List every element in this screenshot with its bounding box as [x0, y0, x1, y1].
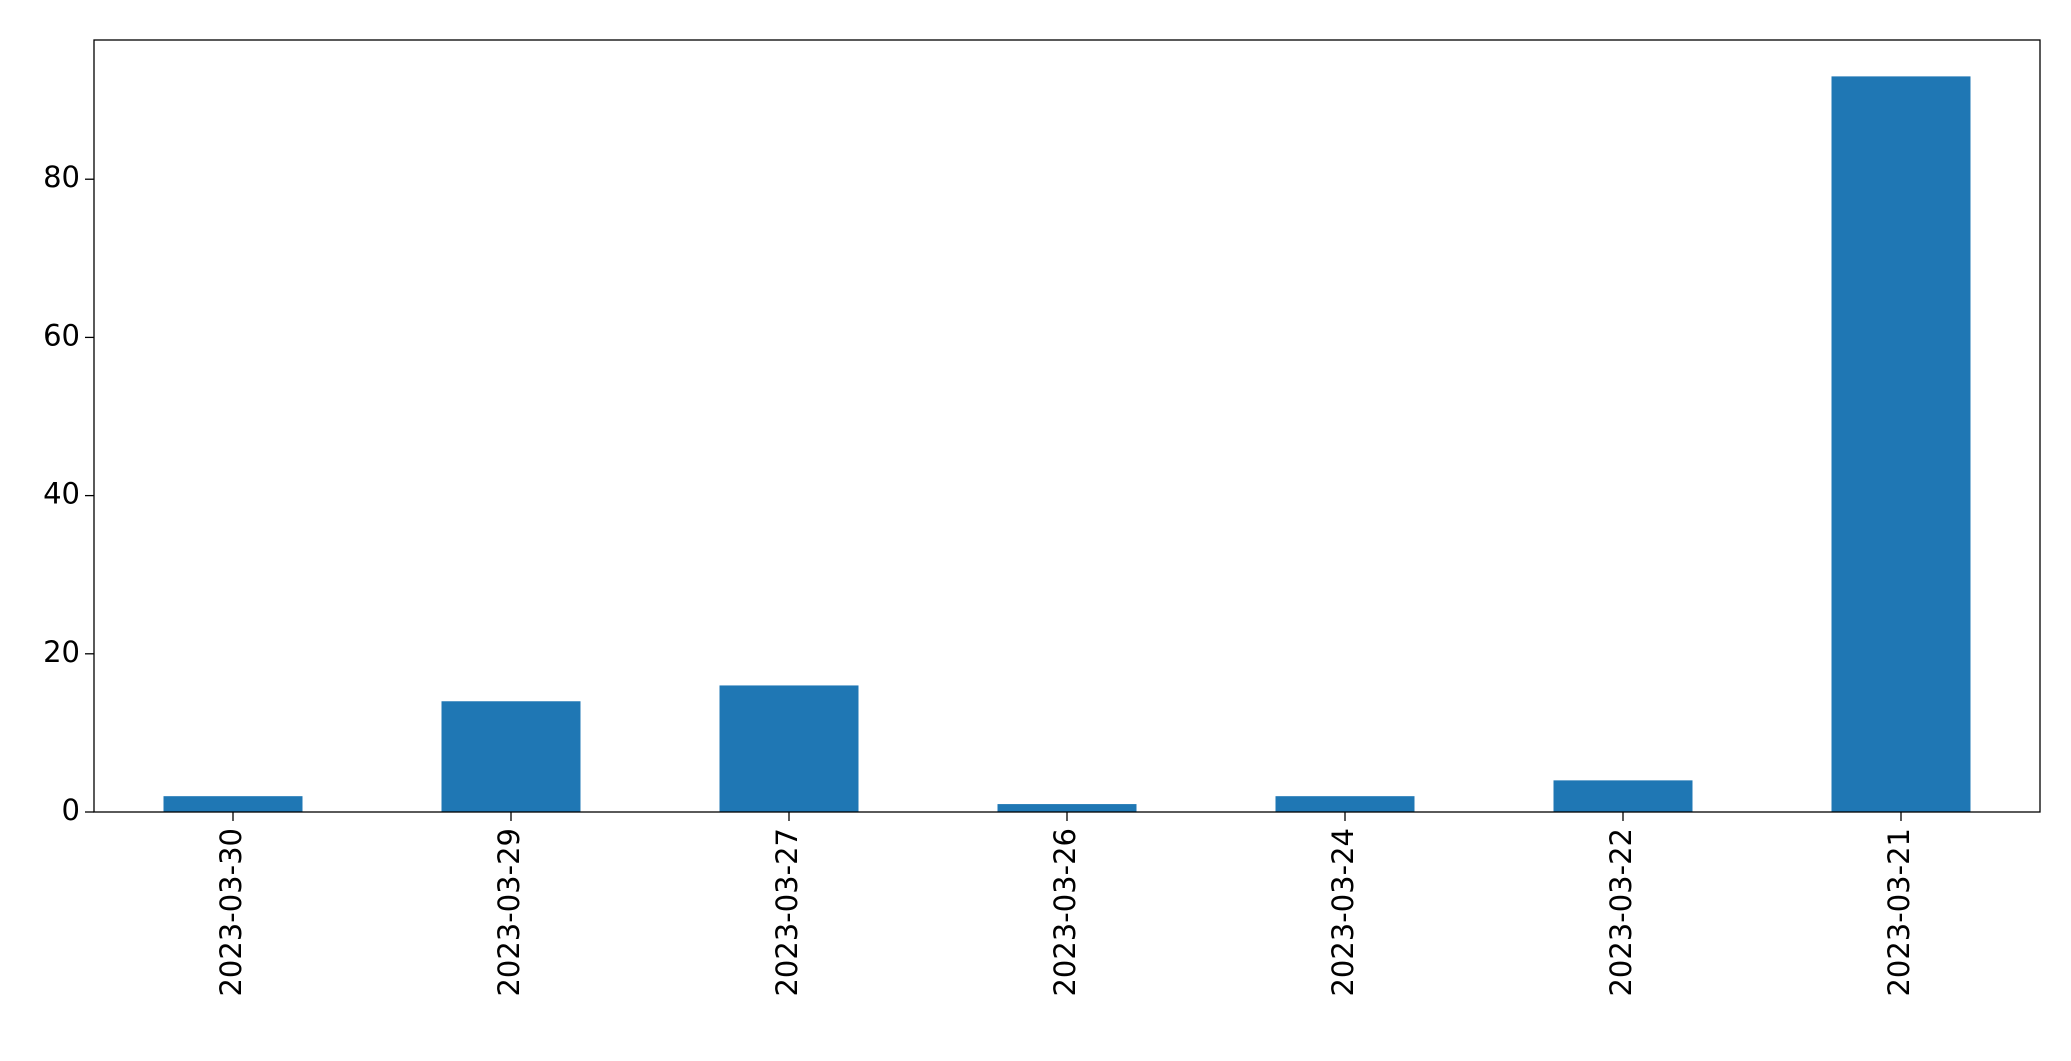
y-tick-label: 80: [43, 160, 80, 194]
bar: [441, 701, 581, 812]
y-tick-label: 60: [43, 318, 80, 352]
x-tick-label: 2023-03-21: [1882, 828, 1916, 997]
y-tick-label: 0: [62, 793, 80, 827]
x-tick-label: 2023-03-30: [214, 828, 248, 997]
x-tick-label: 2023-03-22: [1604, 828, 1638, 997]
plot-frame: [93, 39, 2041, 813]
bar: [719, 685, 859, 812]
x-tick-label: 2023-03-24: [1326, 828, 1360, 997]
bar: [997, 804, 1137, 812]
y-tick-label: 20: [43, 635, 80, 669]
bar: [1831, 76, 1971, 812]
x-tick-label: 2023-03-26: [1048, 828, 1082, 997]
x-tick-label: 2023-03-29: [492, 828, 526, 997]
bar: [1275, 796, 1415, 812]
bar: [163, 796, 303, 812]
x-tick-label: 2023-03-27: [770, 828, 804, 997]
y-tick-label: 40: [43, 477, 80, 511]
bar: [1553, 780, 1693, 812]
